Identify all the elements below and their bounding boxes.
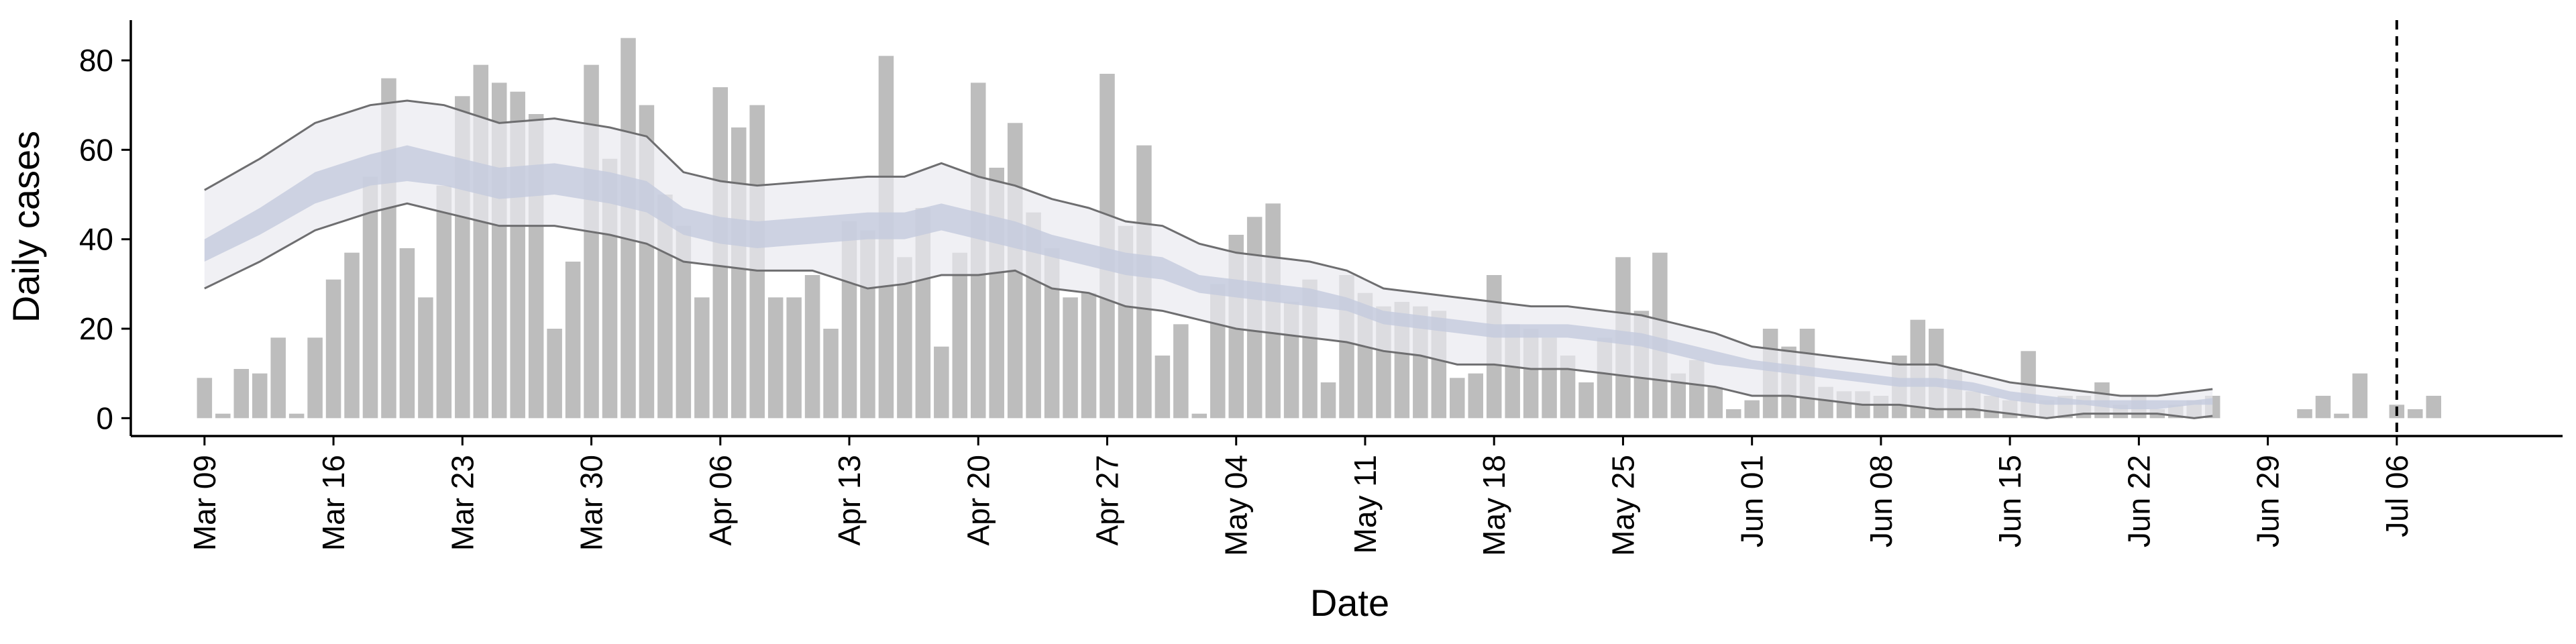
bar	[565, 262, 581, 419]
bar	[307, 337, 323, 419]
x-tick-label: Jun 22	[2121, 455, 2156, 547]
bar	[934, 346, 949, 419]
bar	[362, 176, 378, 419]
bar	[767, 297, 784, 419]
bar	[676, 225, 692, 419]
bar	[1063, 297, 1078, 419]
uncertainty-band-outer	[204, 101, 2213, 419]
upper-bound-line	[204, 99, 2213, 397]
bar	[2315, 396, 2331, 419]
bar	[731, 127, 747, 419]
x-tick-label: Jun 01	[1735, 455, 1770, 547]
bar	[1725, 409, 1741, 419]
bar	[2352, 373, 2368, 419]
uncertainty-band-inner	[204, 145, 2213, 410]
bar	[1560, 356, 1576, 419]
bar	[952, 252, 968, 419]
bar	[1468, 373, 1483, 419]
bar	[1670, 373, 1686, 419]
x-tick-label: May 11	[1348, 455, 1383, 553]
bar	[804, 275, 820, 419]
y-tick-label: 60	[79, 132, 113, 167]
y-tick-label: 40	[79, 222, 113, 257]
bar	[584, 64, 599, 419]
bar	[288, 413, 305, 419]
x-tick-label: Mar 30	[574, 455, 609, 551]
bar	[2334, 413, 2349, 419]
bar	[1578, 382, 1594, 419]
bar	[197, 378, 213, 419]
x-tick-label: Mar 23	[445, 455, 480, 551]
x-tick-label: Mar 16	[316, 455, 351, 551]
x-tick-label: Apr 27	[1089, 455, 1124, 546]
x-tick-label: Jun 15	[1992, 455, 2027, 547]
x-tick-label: Mar 09	[187, 455, 222, 551]
bar	[1044, 248, 1060, 419]
bar	[2297, 409, 2312, 419]
bar	[344, 252, 360, 419]
bar	[233, 369, 250, 419]
x-tick-label: Jun 08	[1864, 455, 1898, 547]
lower-bound-line	[204, 202, 2213, 419]
bar	[1450, 378, 1465, 419]
bar	[436, 185, 452, 419]
bar	[1081, 292, 1097, 419]
x-tick-label: May 18	[1477, 455, 1511, 556]
x-tick-label: Jul 06	[2379, 455, 2414, 537]
bar	[2426, 396, 2442, 419]
y-tick-label: 80	[79, 43, 113, 78]
bar	[547, 329, 562, 419]
bar	[270, 337, 286, 419]
bar	[1191, 413, 1208, 419]
bar	[418, 297, 433, 419]
axes-layer: 0 20 40 60 80 Mar 09 Mar 16 Mar 23 Mar 30 Apr 06 A…	[79, 20, 2563, 556]
x-tick-label: Apr 06	[703, 455, 738, 546]
bar	[325, 279, 341, 419]
bar	[1155, 356, 1171, 419]
bar	[215, 413, 231, 419]
x-tick-label: Apr 13	[832, 455, 867, 546]
band-layer	[204, 99, 2213, 419]
bar	[1744, 400, 1760, 419]
x-tick-label: May 25	[1605, 455, 1640, 556]
bar	[2408, 409, 2423, 419]
bar	[897, 257, 912, 419]
bar	[399, 248, 415, 419]
bar	[694, 297, 710, 419]
y-axis-label: Daily cases	[5, 131, 47, 323]
bar	[1320, 382, 1336, 419]
x-tick-label: May 04	[1219, 455, 1254, 556]
bars-layer	[197, 38, 2442, 419]
x-axis-label: Date	[1310, 582, 1389, 624]
bar	[252, 373, 268, 419]
bar	[1707, 386, 1723, 419]
y-tick-label: 20	[79, 311, 113, 346]
bar	[823, 329, 839, 419]
bar	[1173, 324, 1189, 419]
x-tick-label: Jun 29	[2251, 455, 2286, 547]
y-tick-label: 0	[96, 400, 113, 435]
x-tick-label: Apr 20	[961, 455, 996, 546]
bar	[786, 297, 802, 419]
